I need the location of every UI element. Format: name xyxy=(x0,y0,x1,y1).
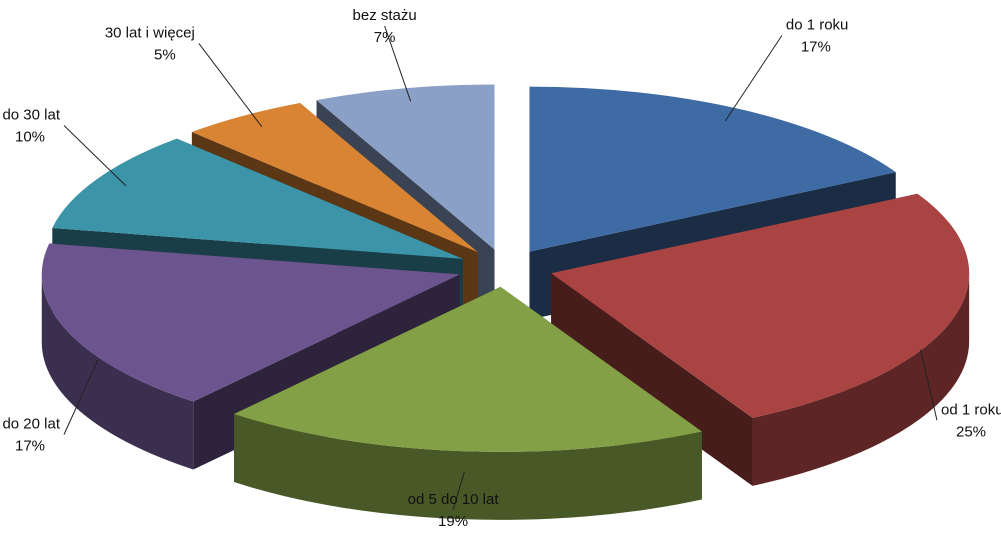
slice-value-label: 17% xyxy=(15,437,45,454)
slice-value-label: 7% xyxy=(374,29,396,46)
slice-labels: do 1 roku 17% od 1 roku do 5 lat 25% od 5 do… xyxy=(0,7,1001,530)
slice-outer-wall xyxy=(752,273,970,486)
slice-category-label: bez stażu xyxy=(353,7,417,24)
slice-category-label: od 1 roku do 5 lat xyxy=(941,401,1001,418)
slice-leader-line xyxy=(63,125,127,187)
slice-top-face xyxy=(316,84,495,250)
pie-slice xyxy=(234,286,702,520)
slice-top-face xyxy=(529,86,896,252)
slice-top-face xyxy=(52,138,463,259)
slice-leader-line xyxy=(384,25,412,102)
pie-slice xyxy=(551,193,970,486)
slice-outer-wall xyxy=(234,414,702,520)
slice-value-label: 10% xyxy=(15,129,45,146)
pie-slices xyxy=(41,84,970,520)
slice-side-wall xyxy=(551,273,753,486)
slice-top-face xyxy=(551,193,970,418)
slice-category-label: od 20 do 30 lat xyxy=(0,107,61,124)
slice-top-face xyxy=(41,243,460,402)
slice-leader-line xyxy=(198,43,263,128)
slice-leader-line xyxy=(919,349,938,421)
slice-value-label: 17% xyxy=(801,38,831,55)
slice-leader-line xyxy=(63,359,99,435)
slice-category-label: od 5 do 10 lat xyxy=(408,491,500,508)
slice-category-label: 30 lat i więcej xyxy=(105,24,195,41)
slice-outer-wall xyxy=(41,274,194,470)
slice-leader-line xyxy=(452,471,465,511)
slice-top-face xyxy=(234,286,702,452)
slice-value-label: 5% xyxy=(154,46,176,63)
slice-leader-line xyxy=(724,35,783,122)
slice-category-label: od 10 do 20 lat xyxy=(0,415,61,432)
slice-top-face xyxy=(191,103,478,253)
slice-value-label: 19% xyxy=(438,513,468,530)
slice-value-label: 25% xyxy=(956,423,986,440)
slice-category-label: do 1 roku xyxy=(786,16,849,33)
